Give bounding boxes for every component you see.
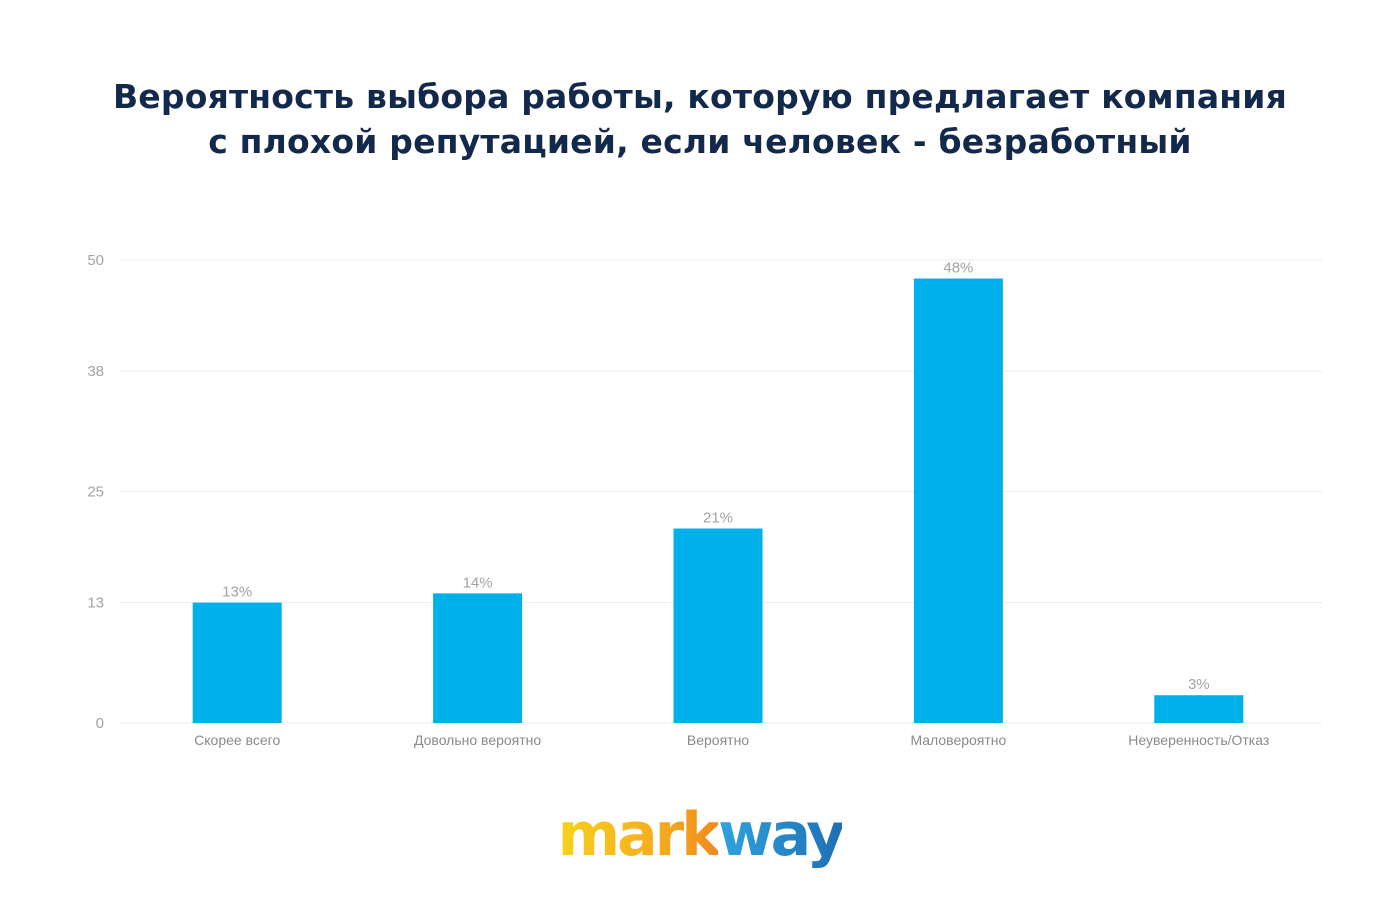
- data-label-1: 14%: [463, 574, 493, 591]
- data-label-0: 13%: [222, 584, 252, 601]
- markway-logo: markway: [0, 800, 1400, 870]
- bar-chart: 0 13 25 38 50 13% Скорее всего 14% Довольно веро…: [87, 252, 1322, 748]
- data-label-3: 48%: [943, 260, 973, 277]
- x-tick-label-0: Скорее всего: [194, 732, 280, 748]
- x-tick-label-2: Вероятно: [687, 732, 749, 748]
- logo-part-mark: mark: [557, 800, 721, 870]
- logo-part-way: way: [718, 800, 845, 870]
- x-tick-label-1: Довольно вероятно: [414, 732, 541, 748]
- chart-title-line-1: Вероятность выбора работы, которую предл…: [112, 77, 1288, 116]
- bar-3: [913, 278, 1003, 723]
- data-label-2: 21%: [703, 510, 733, 527]
- y-tick-label-4: 50: [87, 252, 104, 269]
- bar-2: [673, 528, 763, 723]
- x-tick-label-4: Неуверенность/Отказ: [1128, 732, 1269, 748]
- bar-0: [192, 602, 282, 723]
- y-tick-label-3: 38: [87, 363, 104, 380]
- bar-4: [1154, 695, 1244, 723]
- bar-1: [433, 593, 523, 723]
- y-tick-label-2: 25: [87, 484, 104, 501]
- data-label-4: 3%: [1188, 676, 1210, 693]
- chart-title-line-2: с плохой репутацией, если человек - безр…: [208, 122, 1192, 161]
- chart-title: Вероятность выбора работы, которую предл…: [0, 74, 1400, 164]
- y-tick-label-1: 13: [87, 595, 104, 612]
- x-tick-label-3: Маловероятно: [910, 732, 1006, 748]
- y-tick-label-0: 0: [96, 715, 104, 732]
